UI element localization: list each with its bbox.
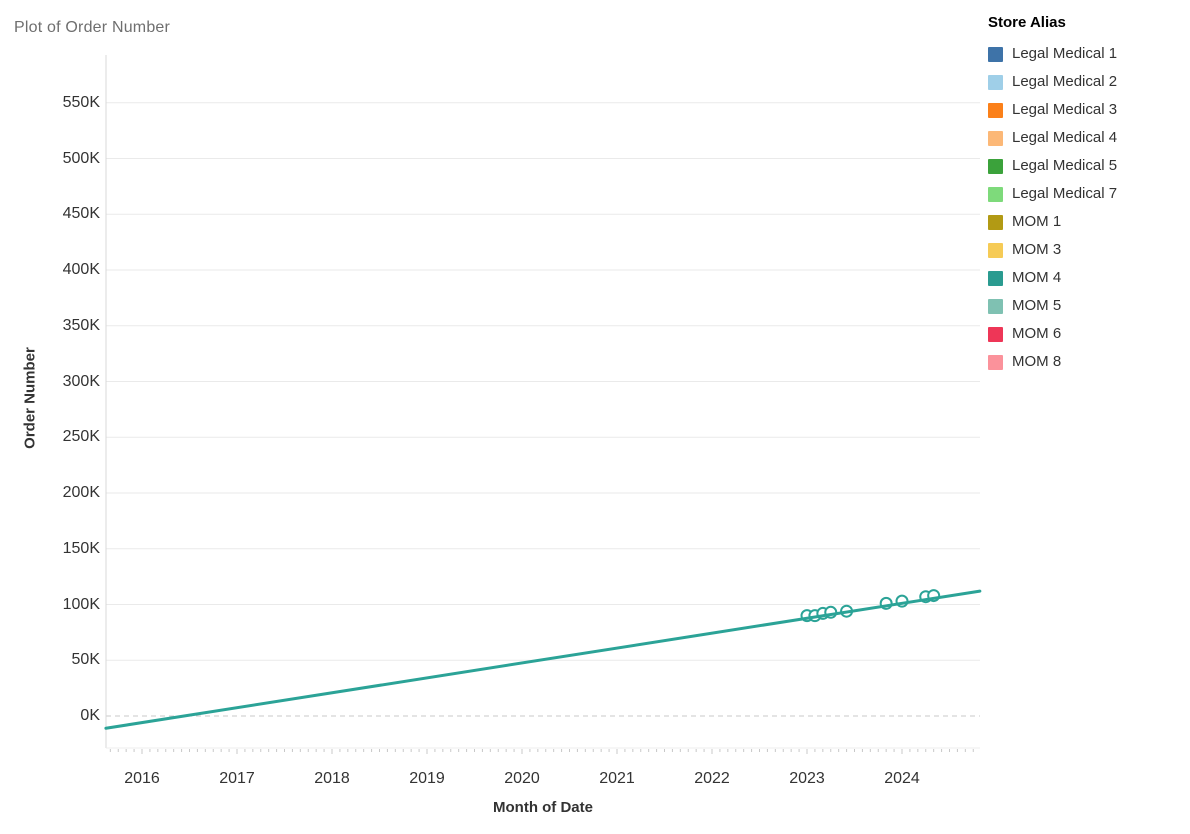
legend-item-label: Legal Medical 1 xyxy=(1012,45,1118,62)
y-tick-label: 150K xyxy=(62,539,100,557)
x-tick-label: 2024 xyxy=(884,770,920,787)
legend-swatch xyxy=(988,46,1003,62)
legend-item-mom-8[interactable]: MOM 8 xyxy=(988,348,1183,376)
chart-title: Plot of Order Number xyxy=(14,19,171,36)
y-tick-label: 300K xyxy=(62,372,100,390)
legend-swatch xyxy=(988,354,1003,370)
legend-item-label: Legal Medical 2 xyxy=(1012,73,1118,90)
legend-swatch xyxy=(988,74,1003,90)
legend-item-mom-5[interactable]: MOM 5 xyxy=(988,292,1183,320)
legend-item-label: MOM 4 xyxy=(1012,269,1062,286)
legend-item-legal-medical-3[interactable]: Legal Medical 3 xyxy=(988,96,1183,124)
legend-item-label: MOM 5 xyxy=(1012,297,1062,314)
y-tick-label: 100K xyxy=(62,595,100,613)
legend-item-label: Legal Medical 7 xyxy=(1012,185,1118,202)
legend-swatch xyxy=(988,242,1003,258)
x-axis-title: Month of Date xyxy=(493,799,593,816)
legend-item-legal-medical-4[interactable]: Legal Medical 4 xyxy=(988,124,1183,152)
x-tick-label: 2018 xyxy=(314,770,350,787)
legend-swatch xyxy=(988,326,1003,342)
y-tick-label: 550K xyxy=(62,93,100,111)
legend-item-legal-medical-7[interactable]: Legal Medical 7 xyxy=(988,180,1183,208)
legend-items: Legal Medical 1 Legal Medical 2 Legal Medi… xyxy=(988,40,1183,376)
legend-item-label: Legal Medical 5 xyxy=(1012,157,1118,174)
legend-item-label: Legal Medical 3 xyxy=(1012,101,1118,118)
x-tick-label: 2022 xyxy=(694,770,730,787)
x-tick-label: 2021 xyxy=(599,770,635,787)
y-axis-title: Order Number xyxy=(21,347,39,449)
y-tick-label: 400K xyxy=(62,261,100,278)
legend-swatch xyxy=(988,214,1003,230)
legend-swatch xyxy=(988,298,1003,314)
legend-item-mom-1[interactable]: MOM 1 xyxy=(988,208,1183,236)
y-tick-label: 200K xyxy=(62,484,100,501)
legend-swatch xyxy=(988,186,1003,202)
legend-item-label: Legal Medical 4 xyxy=(1012,129,1118,146)
x-tick-label: 2020 xyxy=(504,770,540,787)
legend-swatch xyxy=(988,130,1003,146)
legend-item-legal-medical-5[interactable]: Legal Medical 5 xyxy=(988,152,1183,180)
legend-item-label: MOM 1 xyxy=(1012,213,1062,230)
legend: Store Alias Legal Medical 1 Legal Medical… xyxy=(988,13,1183,376)
x-tick-label: 2023 xyxy=(789,770,825,787)
x-tick-label: 2017 xyxy=(219,770,255,787)
y-tick-label: 50K xyxy=(71,651,100,669)
legend-title: Store Alias xyxy=(988,14,1066,31)
legend-swatch xyxy=(988,158,1003,174)
y-tick-label: 450K xyxy=(62,205,100,223)
legend-item-mom-3[interactable]: MOM 3 xyxy=(988,236,1183,264)
x-tick-label: 2019 xyxy=(409,770,445,787)
x-tick-label: 2016 xyxy=(124,770,160,787)
legend-item-mom-6[interactable]: MOM 6 xyxy=(988,320,1183,348)
legend-item-label: MOM 6 xyxy=(1012,325,1062,342)
legend-item-label: MOM 8 xyxy=(1012,353,1062,370)
legend-swatch xyxy=(988,270,1003,286)
legend-swatch xyxy=(988,102,1003,118)
y-tick-label: 250K xyxy=(62,428,100,446)
y-tick-label: 350K xyxy=(62,316,100,334)
legend-item-mom-4[interactable]: MOM 4 xyxy=(988,264,1183,292)
y-tick-label: 0K xyxy=(80,707,100,724)
legend-item-label: MOM 3 xyxy=(1012,241,1062,258)
y-tick-label: 500K xyxy=(62,149,100,167)
legend-item-legal-medical-1[interactable]: Legal Medical 1 xyxy=(988,40,1183,68)
trend-line[interactable] xyxy=(104,589,982,730)
legend-item-legal-medical-2[interactable]: Legal Medical 2 xyxy=(988,68,1183,96)
